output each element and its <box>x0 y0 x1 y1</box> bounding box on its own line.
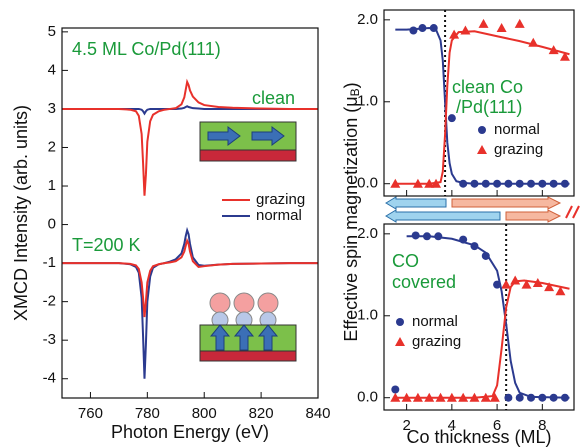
y-label-sub: B <box>348 88 362 96</box>
x-tick-label: 760 <box>78 405 103 422</box>
annotation: clean <box>252 88 295 108</box>
point <box>489 392 500 402</box>
x-tick-label: 800 <box>192 405 217 422</box>
point <box>515 393 524 402</box>
y-tick-label: -3 <box>43 331 56 348</box>
y-tick-label: 2 <box>48 138 56 155</box>
x-tick-label: 820 <box>249 405 274 422</box>
legend-label: grazing <box>494 141 543 158</box>
annotation: clean Co <box>452 77 523 97</box>
legend-marker <box>478 126 486 134</box>
legend-label: normal <box>494 121 540 138</box>
y-tick-label: 0 <box>48 216 56 233</box>
x-tick-label: 780 <box>135 405 160 422</box>
y-label-main: Effective spin magnetization (μ <box>341 96 361 341</box>
legend-marker <box>396 318 404 326</box>
point <box>521 279 532 289</box>
point <box>460 25 471 35</box>
annotation: 4.5 ML Co/Pd(111) <box>72 39 221 59</box>
point <box>478 18 489 28</box>
point <box>409 26 418 35</box>
legend-label: normal <box>256 207 302 224</box>
point <box>449 29 460 39</box>
y-axis-label: Effective spin magnetization (μB) <box>341 82 362 341</box>
plot-frame <box>61 27 319 399</box>
annotation: covered <box>392 272 456 292</box>
annotation: /Pd(111) <box>456 97 522 117</box>
point <box>544 282 555 292</box>
point <box>390 178 401 188</box>
y-tick-label: 1.0 <box>357 307 378 324</box>
point <box>555 286 566 296</box>
annotation: T=200 K <box>72 235 141 255</box>
legend-marker <box>395 337 405 346</box>
series-line <box>62 237 318 318</box>
series-line <box>395 30 570 185</box>
point <box>390 392 401 402</box>
y-tick-label: -1 <box>43 254 56 271</box>
y-tick-label: 2.0 <box>357 225 378 242</box>
y-tick-label: 2.0 <box>357 11 378 28</box>
x-tick-label: 4 <box>448 417 456 434</box>
inset-clean <box>199 121 297 162</box>
point <box>510 275 521 285</box>
y-tick-label: 1 <box>48 177 56 194</box>
plot-frame <box>383 223 575 411</box>
series-line <box>395 279 570 399</box>
inset-co <box>199 292 297 362</box>
y-tick-label: 1.0 <box>357 93 378 110</box>
series-line <box>406 235 570 399</box>
y-tick-label: 5 <box>48 23 56 40</box>
y-axis-label: XMCD Intensity (arb. units) <box>11 105 31 321</box>
x-tick-label: 6 <box>493 417 501 434</box>
point <box>504 393 513 402</box>
point <box>501 279 512 289</box>
point <box>391 385 400 394</box>
y-tick-label: -2 <box>43 293 56 310</box>
series-line <box>62 78 318 196</box>
legend-label: normal <box>412 313 458 330</box>
y-label-end: ) <box>341 82 361 88</box>
plot-frame <box>383 9 575 197</box>
point <box>514 18 525 28</box>
legend-marker <box>477 145 487 154</box>
x-tick-label: 2 <box>402 417 410 434</box>
x-tick-label: 840 <box>305 405 330 422</box>
point <box>559 51 570 61</box>
y-tick-label: 0.0 <box>357 389 378 406</box>
phase-arrows <box>385 196 580 223</box>
x-tick-label: 8 <box>538 417 546 434</box>
y-tick-label: -4 <box>43 370 56 387</box>
y-tick-label: 3 <box>48 100 56 117</box>
point <box>447 114 456 123</box>
y-tick-label: 4 <box>48 61 56 78</box>
point <box>481 251 490 260</box>
legend-label: grazing <box>256 191 305 208</box>
legend-label: grazing <box>412 333 461 350</box>
x-axis-label: Co thickness (ML) <box>406 427 551 447</box>
point <box>496 23 507 33</box>
y-tick-label: 0.0 <box>357 175 378 192</box>
x-axis-label: Photon Energy (eV) <box>111 422 269 442</box>
annotation: CO <box>392 251 419 271</box>
series-line <box>395 27 570 185</box>
